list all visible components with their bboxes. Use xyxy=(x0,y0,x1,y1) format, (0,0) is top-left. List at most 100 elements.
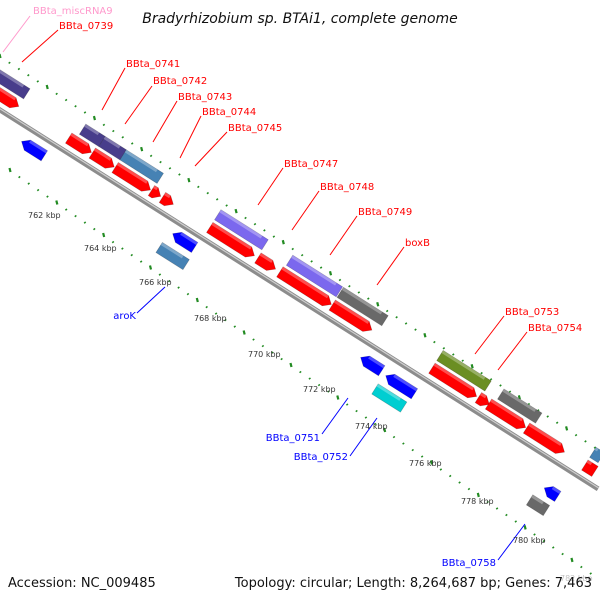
leader-line xyxy=(21,29,59,63)
cds-bbta-0741[interactable] xyxy=(65,132,94,158)
minor-tick xyxy=(17,67,21,71)
label-bbta-0758[interactable]: BBta_0758 xyxy=(442,558,496,569)
gene-bbta-0755[interactable] xyxy=(497,388,543,424)
major-tick xyxy=(429,460,434,465)
major-tick xyxy=(336,395,340,400)
cds-bbta-0743[interactable] xyxy=(111,162,154,195)
minor-tick xyxy=(214,312,218,315)
major-tick xyxy=(140,146,144,152)
minor-tick xyxy=(83,221,87,224)
label-bbta-0745[interactable]: BBta_0745 xyxy=(228,123,282,134)
label-bbta-0743[interactable]: BBta_0743 xyxy=(178,92,232,103)
major-tick xyxy=(565,426,569,431)
gene-arok[interactable] xyxy=(155,242,190,271)
cds-bbta-0751[interactable] xyxy=(357,352,386,377)
leader-line xyxy=(349,417,378,457)
feature-highlight xyxy=(281,266,329,299)
minor-tick xyxy=(505,513,508,517)
cds-bbta-0751b[interactable] xyxy=(383,371,419,400)
gene-bbta-0758[interactable] xyxy=(525,494,551,517)
cds-bbta-0745[interactable] xyxy=(158,191,176,209)
cds-bbta-0744[interactable] xyxy=(147,185,164,201)
feature-highlight xyxy=(586,459,593,466)
feature-shape xyxy=(589,446,600,464)
cds-bbta-0739[interactable] xyxy=(0,77,22,112)
cds-bbta-0749[interactable] xyxy=(276,266,335,310)
minor-tick xyxy=(310,260,313,263)
feature-highlight xyxy=(479,392,487,399)
label-bbta-0748[interactable]: BBta_0748 xyxy=(320,182,374,193)
gene-bbta-0743[interactable] xyxy=(119,149,164,184)
minor-tick xyxy=(367,297,370,300)
label-bbta-0751[interactable]: BBta_0751 xyxy=(266,433,320,444)
feature-shape xyxy=(336,286,389,327)
label-bbta-0739[interactable]: BBta_0739 xyxy=(59,21,113,32)
minor-tick xyxy=(589,572,592,575)
minor-tick xyxy=(480,371,483,375)
minor-tick xyxy=(55,92,58,96)
cds-right-edge[interactable] xyxy=(581,459,599,477)
feature-shape xyxy=(172,231,199,253)
cds-reverse-b[interactable] xyxy=(169,229,199,253)
cds-bbta-0747[interactable] xyxy=(206,221,257,260)
label-bbta-0754[interactable]: BBta_0754 xyxy=(528,323,582,334)
tick-labels: 762 kbp 764 kbp 766 kbp 768 kbp 770 kbp … xyxy=(28,211,593,583)
feature-highlight xyxy=(70,133,89,147)
minor-tick xyxy=(215,198,219,201)
minor-tick xyxy=(411,448,415,452)
label-bbta-0753[interactable]: BBta_0753 xyxy=(505,307,559,318)
minor-tick xyxy=(527,402,531,406)
minor-tick xyxy=(177,286,180,289)
cds-bbta-0755[interactable] xyxy=(484,398,529,433)
gene-boxb[interactable] xyxy=(336,286,389,327)
leader-line xyxy=(497,331,528,371)
minor-tick xyxy=(244,216,247,220)
minor-tick xyxy=(345,403,349,406)
gene-bbta-0748[interactable] xyxy=(285,254,344,298)
cds-boxb[interactable] xyxy=(328,299,375,335)
feature-highlight xyxy=(219,209,263,239)
tick-label: 776 kbp xyxy=(409,459,442,468)
label-bbta-0747[interactable]: BBta_0747 xyxy=(284,159,338,170)
cds-bbta-0748a[interactable] xyxy=(254,252,279,274)
major-tick xyxy=(234,208,238,214)
feature-shape xyxy=(147,185,162,199)
cds-reverse-a[interactable] xyxy=(18,136,48,162)
cds-bbta-0754[interactable] xyxy=(474,392,492,410)
label-arok[interactable]: aroK xyxy=(113,311,136,322)
minor-tick xyxy=(205,305,208,309)
gene-bbta-0739[interactable] xyxy=(0,64,31,100)
label-bbta-miscrna9[interactable]: BBta_miscRNA9 xyxy=(33,6,113,17)
minor-tick xyxy=(149,154,153,158)
cds-bbta-0758[interactable] xyxy=(541,483,562,502)
feature-shape xyxy=(206,221,255,258)
cds-bbta-0753[interactable] xyxy=(428,362,480,401)
major-tick xyxy=(102,232,106,238)
cds-bbta-0742[interactable] xyxy=(88,147,117,172)
cds-bbta-0756[interactable] xyxy=(522,422,567,457)
gene-bbta-0753[interactable] xyxy=(436,350,492,392)
label-bbta-0742[interactable]: BBta_0742 xyxy=(153,76,207,87)
minor-tick xyxy=(102,123,106,127)
label-bbta-0741[interactable]: BBta_0741 xyxy=(126,59,180,70)
minor-tick xyxy=(402,442,405,445)
label-bbta-0749[interactable]: BBta_0749 xyxy=(358,207,412,218)
label-bbta-0744[interactable]: BBta_0744 xyxy=(202,107,256,118)
feature-highlight xyxy=(433,363,474,391)
minor-tick xyxy=(159,160,162,164)
map-title: Bradyrhizobium sp. BTAi1, complete genom… xyxy=(142,11,458,27)
gene-right-edge[interactable] xyxy=(589,446,600,464)
feature-shape xyxy=(285,254,344,298)
label-boxb[interactable]: boxB xyxy=(405,238,430,249)
feature-shape xyxy=(543,486,562,502)
feature-highlight xyxy=(376,383,401,401)
leader-line xyxy=(101,67,126,111)
minor-tick xyxy=(27,73,30,77)
minor-tick xyxy=(253,222,257,226)
label-bbta-0752[interactable]: BBta_0752 xyxy=(294,452,348,463)
minor-tick xyxy=(178,173,181,176)
minor-tick xyxy=(536,409,540,412)
gene-bbta-0752[interactable] xyxy=(371,383,408,413)
gene-bbta-0747[interactable] xyxy=(214,209,269,251)
